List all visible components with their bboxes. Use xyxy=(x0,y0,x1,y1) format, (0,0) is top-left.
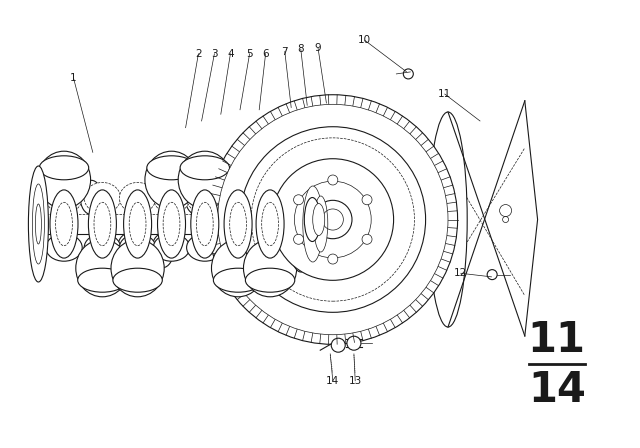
Text: 4: 4 xyxy=(227,49,234,59)
Ellipse shape xyxy=(145,151,198,208)
Text: 3: 3 xyxy=(211,49,218,59)
Ellipse shape xyxy=(224,190,252,258)
Ellipse shape xyxy=(213,268,263,292)
Ellipse shape xyxy=(147,156,196,180)
Text: 11: 11 xyxy=(528,319,586,362)
Ellipse shape xyxy=(28,166,49,282)
Ellipse shape xyxy=(33,184,44,264)
Text: 11: 11 xyxy=(438,89,451,99)
Ellipse shape xyxy=(154,182,189,213)
Ellipse shape xyxy=(191,190,219,258)
Ellipse shape xyxy=(245,268,295,292)
Ellipse shape xyxy=(111,240,164,297)
Circle shape xyxy=(294,181,371,258)
Ellipse shape xyxy=(313,203,324,236)
Circle shape xyxy=(403,69,413,79)
Ellipse shape xyxy=(88,190,116,258)
Circle shape xyxy=(294,195,303,205)
Text: 14: 14 xyxy=(528,369,586,411)
Ellipse shape xyxy=(429,112,467,327)
Ellipse shape xyxy=(157,190,186,258)
Ellipse shape xyxy=(39,156,89,180)
Ellipse shape xyxy=(50,190,78,258)
Circle shape xyxy=(218,104,448,335)
Ellipse shape xyxy=(154,234,189,261)
Text: 13: 13 xyxy=(349,376,362,386)
Ellipse shape xyxy=(76,240,129,297)
Text: 5: 5 xyxy=(246,49,253,59)
Ellipse shape xyxy=(303,186,323,262)
Ellipse shape xyxy=(124,190,152,258)
Ellipse shape xyxy=(35,204,42,244)
Ellipse shape xyxy=(220,182,256,213)
Ellipse shape xyxy=(211,240,265,297)
Text: 10: 10 xyxy=(358,35,371,45)
Ellipse shape xyxy=(117,233,139,268)
Ellipse shape xyxy=(152,233,173,268)
Ellipse shape xyxy=(185,180,207,215)
Circle shape xyxy=(314,200,352,239)
Circle shape xyxy=(208,95,458,345)
Circle shape xyxy=(332,338,345,352)
Ellipse shape xyxy=(46,234,82,261)
Ellipse shape xyxy=(218,180,241,215)
Ellipse shape xyxy=(77,268,127,292)
Ellipse shape xyxy=(120,234,156,261)
Ellipse shape xyxy=(252,182,288,213)
Text: 9: 9 xyxy=(315,43,321,53)
Text: 2: 2 xyxy=(195,49,202,59)
Circle shape xyxy=(328,254,338,264)
Circle shape xyxy=(240,127,426,312)
Circle shape xyxy=(272,159,394,280)
Circle shape xyxy=(294,234,303,244)
Circle shape xyxy=(362,195,372,205)
Ellipse shape xyxy=(178,151,232,208)
Circle shape xyxy=(347,336,361,350)
Ellipse shape xyxy=(187,182,223,213)
Text: 6: 6 xyxy=(262,49,269,59)
Ellipse shape xyxy=(287,176,315,272)
Text: 14: 14 xyxy=(326,376,339,386)
Text: 7: 7 xyxy=(282,47,288,56)
Ellipse shape xyxy=(120,182,156,213)
Ellipse shape xyxy=(243,240,297,297)
Ellipse shape xyxy=(84,234,120,261)
Circle shape xyxy=(362,234,372,244)
Text: 1: 1 xyxy=(70,73,77,83)
Text: 8: 8 xyxy=(298,44,304,54)
Circle shape xyxy=(328,175,338,185)
Text: 12: 12 xyxy=(454,268,467,278)
Ellipse shape xyxy=(80,180,102,215)
Ellipse shape xyxy=(252,234,288,261)
Circle shape xyxy=(487,270,497,280)
Ellipse shape xyxy=(180,156,230,180)
Ellipse shape xyxy=(46,182,82,213)
Ellipse shape xyxy=(314,196,328,252)
Ellipse shape xyxy=(220,234,256,261)
Ellipse shape xyxy=(37,151,91,208)
Ellipse shape xyxy=(187,234,223,261)
Ellipse shape xyxy=(113,268,163,292)
Ellipse shape xyxy=(256,190,284,258)
Ellipse shape xyxy=(305,198,321,241)
Ellipse shape xyxy=(84,182,120,213)
